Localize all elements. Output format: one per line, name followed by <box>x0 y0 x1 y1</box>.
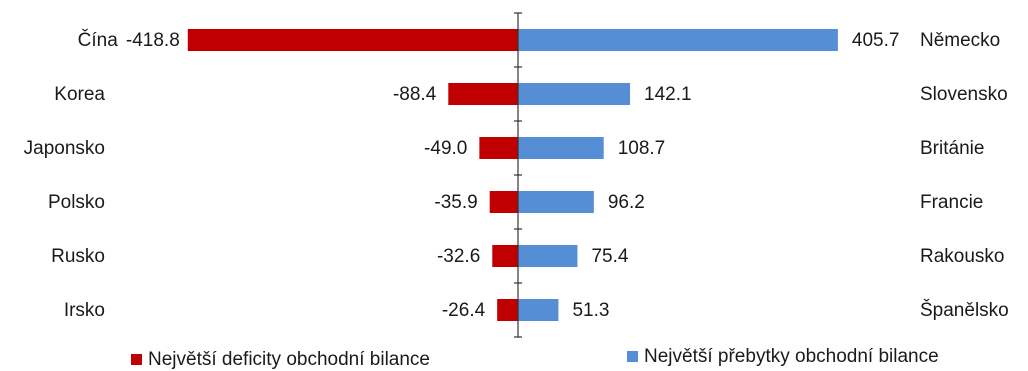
surplus-country-label: Španělsko <box>920 299 1009 321</box>
deficit-country-label: Irsko <box>64 300 105 321</box>
surplus-value-label: 51.3 <box>572 300 609 321</box>
deficit-bar <box>497 299 518 321</box>
surplus-country-label: Německo <box>920 30 1000 51</box>
surplus-bar <box>518 137 604 159</box>
surplus-bar <box>518 83 630 105</box>
deficit-bar <box>448 83 518 105</box>
surplus-bar <box>518 299 558 321</box>
deficit-country-label: Polsko <box>48 192 105 213</box>
surplus-bar <box>518 245 577 267</box>
surplus-value-label: 75.4 <box>591 246 628 267</box>
surplus-bar <box>518 191 594 213</box>
deficit-bar <box>188 29 518 51</box>
deficit-country-label: Rusko <box>51 246 105 267</box>
surplus-value-label: 108.7 <box>618 138 666 159</box>
deficit-country-label: Čína <box>78 29 119 51</box>
deficit-bar <box>479 137 518 159</box>
legend-swatch-deficit <box>131 354 142 365</box>
deficit-country-label: Korea <box>54 84 105 105</box>
deficit-value-label: -88.4 <box>393 84 437 105</box>
legend-label-deficit: Největší deficity obchodní bilance <box>148 349 430 370</box>
deficit-value-label: -32.6 <box>437 246 480 267</box>
surplus-value-label: 142.1 <box>644 84 692 105</box>
center-axis <box>514 13 522 337</box>
bars-layer <box>188 29 838 321</box>
surplus-country-label: Slovensko <box>920 84 1008 105</box>
surplus-country-label: Francie <box>920 192 983 213</box>
surplus-value-label: 96.2 <box>608 192 645 213</box>
deficit-bar <box>490 191 518 213</box>
surplus-value-label: 405.7 <box>852 30 900 51</box>
legend: Největší deficity obchodní bilance Největ… <box>131 346 939 370</box>
legend-label-surplus: Největší přebytky obchodní bilance <box>644 346 939 367</box>
surplus-country-label: Rakousko <box>920 246 1005 267</box>
deficit-value-label: -35.9 <box>434 192 477 213</box>
deficit-value-label: -49.0 <box>424 138 467 159</box>
deficit-country-label: Japonsko <box>24 138 105 159</box>
deficit-value-label: -26.4 <box>442 300 486 321</box>
surplus-bar <box>518 29 838 51</box>
surplus-country-label: Británie <box>920 138 984 159</box>
legend-swatch-surplus <box>627 351 638 362</box>
deficit-value-label: -418.8 <box>126 30 180 51</box>
deficit-bar <box>492 245 518 267</box>
